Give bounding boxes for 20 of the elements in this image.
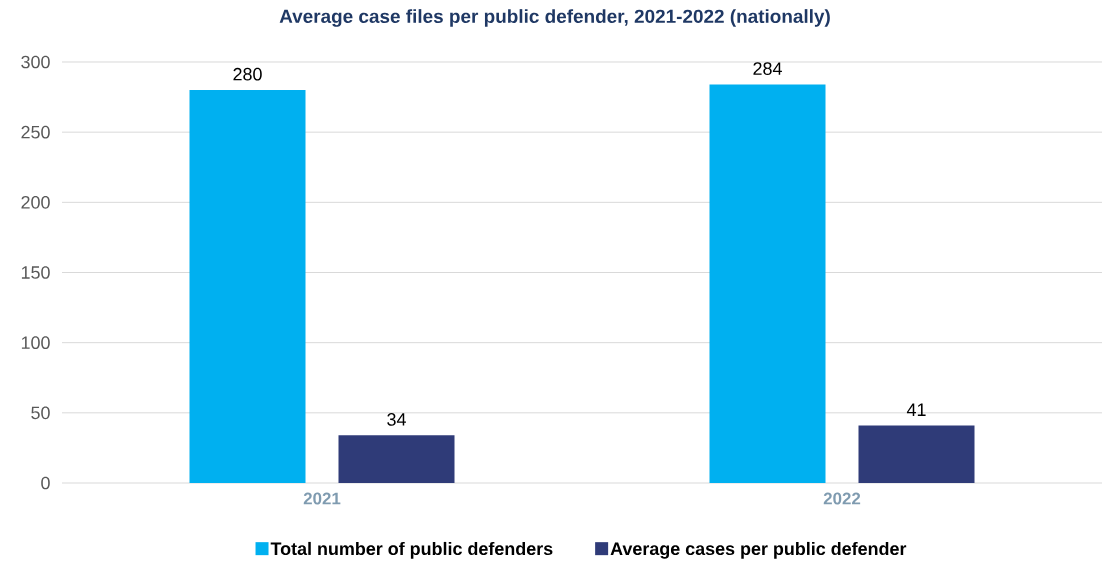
- x-tick-label: 2021: [303, 492, 341, 505]
- data-label: 284: [753, 62, 782, 75]
- x-tick-label: 2022: [823, 492, 861, 505]
- legend-label: Total number of public defenders: [270, 541, 553, 559]
- data-label: 34: [387, 413, 406, 426]
- bar: [338, 435, 455, 483]
- y-tick-label: 100: [21, 336, 50, 350]
- bar: [189, 90, 306, 483]
- y-tick-label: 300: [21, 55, 50, 69]
- y-tick-label: 150: [21, 266, 50, 279]
- y-tick-label: 250: [21, 125, 50, 139]
- bar: [709, 84, 826, 483]
- data-label: 41: [906, 403, 926, 416]
- legend-label: Average cases per public defender: [610, 541, 907, 559]
- y-tick-label: 0: [41, 476, 50, 490]
- data-label: 280: [233, 67, 262, 81]
- y-tick-label: 200: [21, 195, 50, 209]
- bar: [858, 425, 975, 483]
- y-tick-label: 50: [31, 406, 50, 420]
- chart-title: Average case files per public defender, 2021-2022 (nationally): [279, 9, 830, 27]
